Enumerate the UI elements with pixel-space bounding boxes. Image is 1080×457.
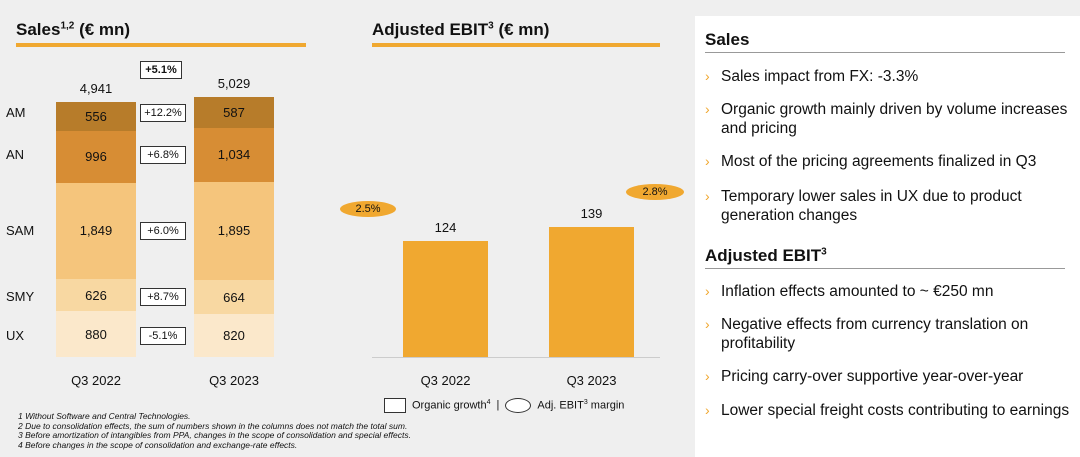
chevron-right-icon: › xyxy=(705,316,710,332)
panel-ebit-heading-sup: 3 xyxy=(821,246,827,258)
segment-label-an: AN xyxy=(6,146,25,162)
bar-segment-an-1: 1,034 xyxy=(194,127,274,182)
legend-organic-growth-text: Organic growth xyxy=(412,399,487,412)
growth-box-ux: -5.1% xyxy=(140,326,186,345)
growth-box-am: +12.2% xyxy=(140,103,186,122)
bar-segment-am-1: 587 xyxy=(194,97,274,128)
legend-separator: | xyxy=(496,399,500,411)
ebit-bullet-2: › Negative effects from currency translat… xyxy=(705,315,1070,353)
panel-sales-heading: Sales xyxy=(705,30,750,49)
sales-bullet-4: › Temporary lower sales in UX due to prod… xyxy=(705,187,1070,225)
ebit-bar-chart: 124 Q3 2022 139 Q3 2023 xyxy=(372,206,660,388)
ebit-bar-0 xyxy=(403,241,488,357)
bar-segment-sam-1: 1,895 xyxy=(194,181,274,280)
x-tick-label-0: Q3 2022 xyxy=(71,373,121,388)
sales-bullet-2: › Organic growth mainly driven by volume … xyxy=(705,100,1070,138)
sales-stacked-chart: 880 626 1,849 996 556 4,941 Q3 2022 820 664 1,895… xyxy=(0,0,340,400)
total-label-1: 5,029 xyxy=(217,76,251,92)
ebit-bullet-3-text: Pricing carry-over supportive year-over-… xyxy=(721,368,1024,385)
ebit-bullet-1-text: Inflation effects amounted to ~ €250 mn xyxy=(721,283,994,300)
footnote-4: 4 Before changes in the scope of consoli… xyxy=(18,439,298,450)
segment-label-sam: SAM xyxy=(6,222,35,238)
legend-organic-growth-sup: 4 xyxy=(486,398,491,406)
panel-sales-heading-rule xyxy=(705,52,1065,53)
bar-segment-sam-0: 1,849 xyxy=(56,182,136,279)
panel-ebit-heading-text: Adjusted EBIT xyxy=(705,246,822,265)
chevron-right-icon: › xyxy=(705,101,710,117)
sales-title-sup: 1,2 xyxy=(60,20,75,32)
ebit-bullet-3: › Pricing carry-over supportive year-over… xyxy=(705,367,1070,386)
sales-title-underline xyxy=(16,43,306,47)
sales-bullet-3: › Most of the pricing agreements finalize… xyxy=(705,152,1070,171)
panel-ebit-heading: Adjusted EBIT3 xyxy=(695,246,827,266)
chevron-right-icon: › xyxy=(705,368,710,384)
legend-margin-rest: margin xyxy=(587,399,625,412)
legend-adj-ebit-margin: Adj. EBIT3 margin xyxy=(537,399,624,412)
growth-box-an: +6.8% xyxy=(140,145,186,164)
ebit-legend: Organic growth4 | Adj. EBIT3 margin xyxy=(384,396,624,414)
sales-bullet-1-text: Sales impact from FX: -3.3% xyxy=(721,68,919,85)
sales-bullet-2-text: Organic growth mainly driven by volume i… xyxy=(721,101,1068,137)
sales-title-text: Sales xyxy=(16,20,61,39)
bar-segment-an-0: 996 xyxy=(56,131,136,183)
bar-segment-smy-0: 626 xyxy=(56,278,136,312)
ebit-title-unit: (€ mn) xyxy=(493,20,550,39)
bar-segment-ux-1: 820 xyxy=(194,314,274,357)
ebit-title-sup: 3 xyxy=(488,20,494,32)
legend-organic-growth: Organic growth4 xyxy=(412,399,491,412)
ebit-margin-2023: 2.8% xyxy=(626,184,684,200)
sales-bullet-1: › Sales impact from FX: -3.3% xyxy=(705,67,1070,86)
segment-label-am: AM xyxy=(6,104,26,120)
bar-segment-am-0: 556 xyxy=(56,102,136,132)
ebit-chart-title: Adjusted EBIT3 (€ mn) xyxy=(372,20,549,40)
ebit-bar-1 xyxy=(549,227,634,357)
ebit-x-tick-label-0: Q3 2022 xyxy=(420,373,471,388)
legend-oval-swatch xyxy=(505,397,532,413)
legend-box-swatch xyxy=(384,397,406,413)
sales-bullet-4-text: Temporary lower sales in UX due to produ… xyxy=(721,188,1022,224)
total-label-0: 4,941 xyxy=(79,81,113,97)
growth-total-box: +5.1% xyxy=(140,61,182,79)
footnote-1: 1 Without Software and Central Technolog… xyxy=(18,411,191,421)
ebit-baseline xyxy=(372,357,660,358)
growth-box-smy: +8.7% xyxy=(140,288,186,307)
chevron-right-icon: › xyxy=(705,153,710,169)
footnote-2: 2 Due to consolidation effects, the sum … xyxy=(18,420,408,431)
segment-label-smy: SMY xyxy=(6,289,35,305)
panel-ebit-heading-rule xyxy=(705,268,1065,269)
ebit-title-text: Adjusted EBIT xyxy=(372,20,489,39)
footnotes: 1 Without Software and Central Technolog… xyxy=(18,411,411,450)
ebit-bullet-1: › Inflation effects amounted to ~ €250 mn xyxy=(705,282,1070,301)
segment-label-ux: UX xyxy=(6,327,25,343)
ebit-title-underline xyxy=(372,43,660,47)
bar-segment-smy-1: 664 xyxy=(194,279,274,315)
commentary-panel: Sales › Sales impact from FX: -3.3% › Orga… xyxy=(695,16,1080,457)
chevron-right-icon: › xyxy=(705,188,710,204)
sales-title-unit: (€ mn) xyxy=(74,20,131,39)
footnote-3: 3 Before amortization of intangibles fro… xyxy=(18,430,411,440)
ebit-margin-2022: 2.5% xyxy=(340,201,396,217)
ebit-x-tick-label-1: Q3 2023 xyxy=(566,373,617,388)
bar-segment-ux-0: 880 xyxy=(56,311,136,357)
x-tick-label-1: Q3 2023 xyxy=(209,373,259,388)
sales-chart-title: Sales1,2 (€ mn) xyxy=(16,20,130,40)
chevron-right-icon: › xyxy=(705,402,710,418)
growth-box-sam: +6.0% xyxy=(140,221,186,240)
chevron-right-icon: › xyxy=(705,283,710,299)
ebit-value-label-0: 124 xyxy=(434,220,457,236)
ebit-bullet-2-text: Negative effects from currency translati… xyxy=(721,316,1029,352)
sales-bullet-3-text: Most of the pricing agreements finalized… xyxy=(721,153,1037,170)
ebit-bullet-4-text: Lower special freight costs contributing… xyxy=(721,402,1070,419)
ebit-value-label-1: 139 xyxy=(580,206,603,221)
chevron-right-icon: › xyxy=(705,68,710,84)
legend-margin-text: Adj. EBIT xyxy=(537,399,584,412)
ebit-bullet-4: › Lower special freight costs contributin… xyxy=(705,401,1070,420)
legend-margin-sup: 3 xyxy=(583,398,588,406)
